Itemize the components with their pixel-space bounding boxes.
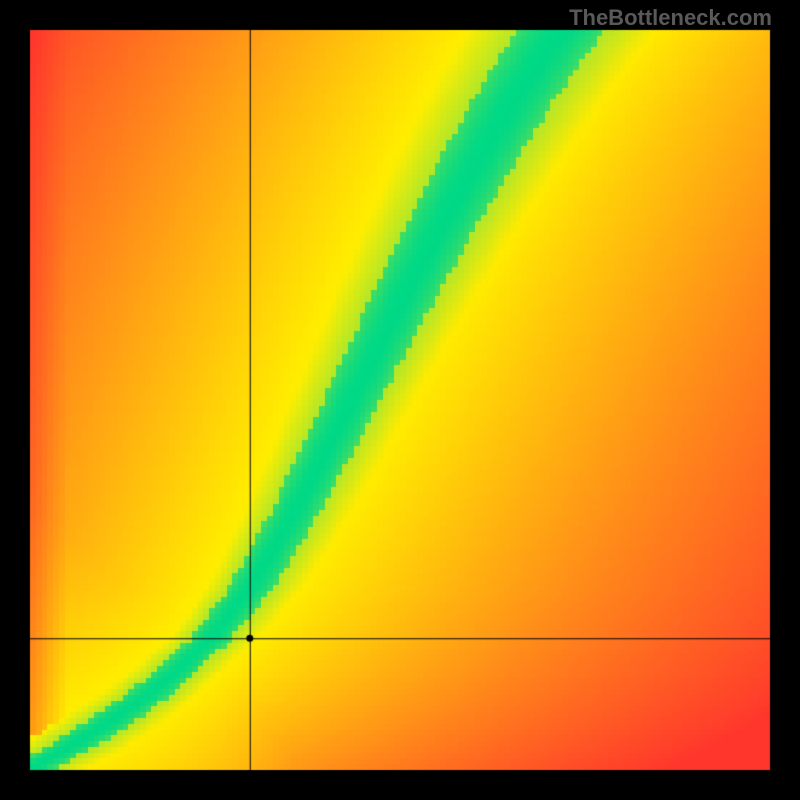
heatmap-canvas: [0, 0, 800, 800]
chart-container: TheBottleneck.com: [0, 0, 800, 800]
